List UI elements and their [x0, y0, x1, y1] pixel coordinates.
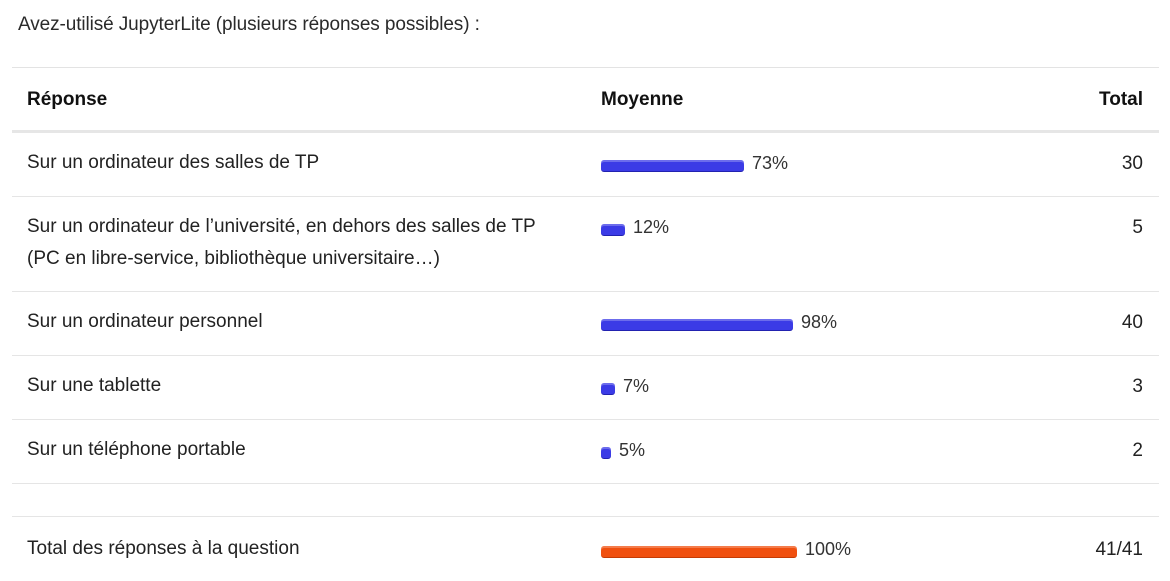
question-title: Avez-utilisé JupyterLite (plusieurs répo… — [18, 14, 480, 35]
row-label: Sur un ordinateur des salles de TP — [27, 152, 320, 173]
summary-percentage: 100% — [805, 539, 852, 559]
percentage-bar — [601, 224, 625, 236]
table-row: Sur un ordinateur de l’université, en de… — [12, 197, 1159, 292]
table-row: Sur un ordinateur des salles de TP 73% 3… — [12, 133, 1159, 197]
percentage-bar — [601, 447, 611, 459]
results-table: Réponse Moyenne Total Sur un ordinateur … — [12, 67, 1159, 581]
column-header-response: Réponse — [27, 89, 108, 110]
table-row: Sur une tablette 7% 3 — [12, 356, 1159, 420]
row-percentage: 5% — [619, 440, 646, 460]
row-label: Sur un ordinateur de l’université, en de… — [27, 216, 536, 269]
table-row: Sur un ordinateur personnel 98% 40 — [12, 292, 1159, 356]
row-total: 5 — [1132, 217, 1143, 238]
row-total: 30 — [1121, 153, 1143, 174]
column-header-total: Total — [1099, 89, 1143, 110]
row-total: 40 — [1121, 312, 1143, 333]
column-header-average: Moyenne — [601, 89, 684, 110]
row-label: Sur une tablette — [27, 375, 162, 396]
summary-row: Total des réponses à la question 100% 41… — [12, 517, 1159, 581]
row-percentage: 12% — [633, 217, 670, 237]
table-header: Réponse Moyenne Total — [12, 67, 1159, 133]
row-label: Sur un ordinateur personnel — [27, 311, 263, 332]
row-total: 2 — [1132, 440, 1143, 461]
row-percentage: 98% — [801, 312, 838, 332]
percentage-bar — [601, 383, 615, 395]
percentage-bar — [601, 319, 793, 331]
table-row: Sur un téléphone portable 5% 2 — [12, 420, 1159, 484]
row-percentage: 73% — [752, 153, 789, 173]
summary-label: Total des réponses à la question — [27, 538, 300, 559]
summary-total: 41/41 — [1095, 539, 1143, 560]
row-percentage: 7% — [623, 376, 650, 396]
percentage-bar — [601, 160, 744, 172]
table-spacer — [12, 484, 1159, 517]
summary-percentage-bar — [601, 546, 797, 558]
row-total: 3 — [1132, 376, 1143, 397]
row-label: Sur un téléphone portable — [27, 439, 246, 460]
